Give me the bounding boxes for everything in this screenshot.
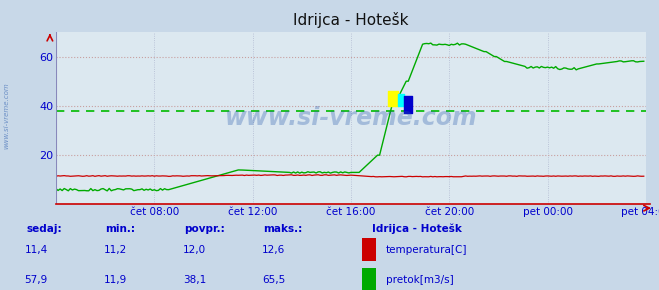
Text: Idrijca - Hotešk: Idrijca - Hotešk [372,224,462,234]
Bar [362,268,376,290]
Bar [362,238,376,261]
Text: pretok[m3/s]: pretok[m3/s] [386,275,453,285]
Text: temperatura[C]: temperatura[C] [386,245,467,255]
Text: min.:: min.: [105,224,136,234]
Text: www.si-vreme.com: www.si-vreme.com [3,83,10,149]
Text: 11,2: 11,2 [103,245,127,255]
Text: www.si-vreme.com: www.si-vreme.com [225,106,477,130]
Text: sedaj:: sedaj: [26,224,62,234]
Title: Idrijca - Hotešk: Idrijca - Hotešk [293,12,409,28]
Text: maks.:: maks.: [264,224,303,234]
Text: 12,0: 12,0 [183,245,206,255]
Text: 38,1: 38,1 [183,275,206,285]
Text: 11,9: 11,9 [103,275,127,285]
Text: 12,6: 12,6 [262,245,285,255]
Text: povpr.:: povpr.: [185,224,225,234]
Text: 11,4: 11,4 [24,245,48,255]
Text: 57,9: 57,9 [24,275,48,285]
Text: 65,5: 65,5 [262,275,285,285]
